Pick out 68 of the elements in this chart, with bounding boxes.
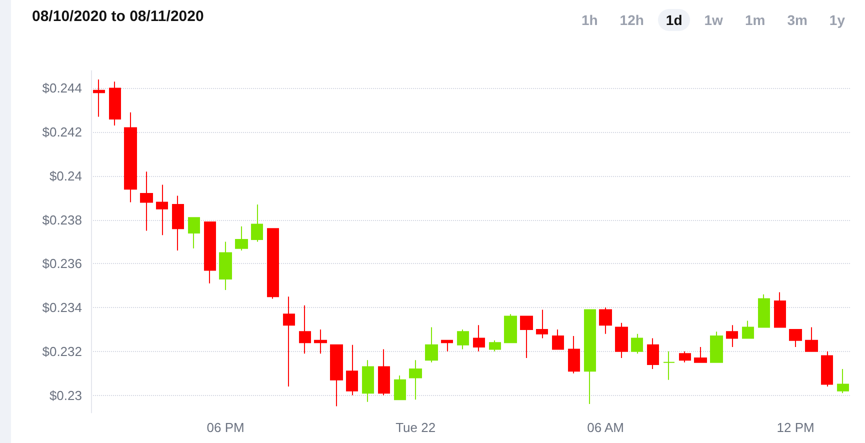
candlestick bbox=[679, 350, 691, 363]
candlestick bbox=[584, 309, 596, 405]
candlestick bbox=[299, 304, 311, 354]
candlestick bbox=[267, 228, 279, 300]
candlestick bbox=[599, 307, 612, 334]
text: 1d bbox=[658, 9, 690, 31]
candlestick bbox=[758, 294, 770, 328]
candlestick bbox=[314, 328, 327, 354]
candlestick bbox=[536, 309, 548, 339]
candlestick bbox=[251, 204, 263, 242]
candlestick bbox=[615, 322, 628, 358]
candlestick bbox=[520, 316, 533, 358]
candlestick bbox=[140, 171, 153, 232]
y-tick-label: $0.232 bbox=[42, 344, 82, 359]
x-tick-label: Tue 22 bbox=[396, 420, 436, 435]
y-tick-label: $0.238 bbox=[42, 212, 82, 228]
candlestick bbox=[821, 350, 833, 387]
text: 1m bbox=[744, 11, 766, 30]
candlestick bbox=[726, 324, 738, 348]
y-tick-label: $0.236 bbox=[42, 256, 82, 272]
candlestick bbox=[362, 360, 374, 402]
candlestick bbox=[663, 350, 675, 380]
candlestick bbox=[330, 344, 343, 407]
y-tick-label: $0.23 bbox=[49, 388, 82, 403]
text: 1w bbox=[703, 11, 724, 30]
candlestick bbox=[204, 222, 216, 284]
candlestick bbox=[742, 320, 754, 339]
candlestick bbox=[188, 217, 200, 249]
candlestick bbox=[568, 336, 580, 374]
candlestick bbox=[346, 344, 358, 396]
text: 1h bbox=[580, 11, 599, 30]
candlestick bbox=[552, 328, 564, 350]
candlestick bbox=[837, 368, 849, 394]
y-tick-label: $0.234 bbox=[42, 300, 82, 316]
candlestick bbox=[124, 112, 137, 203]
candlestick bbox=[409, 360, 422, 400]
candlestick bbox=[93, 78, 105, 118]
text: 1y bbox=[828, 11, 846, 30]
x-tick-label: 12 PM bbox=[776, 420, 814, 435]
candlestick bbox=[694, 346, 707, 363]
candlestick bbox=[710, 331, 723, 363]
candlestick bbox=[441, 340, 453, 352]
y-tick-label: $0.24 bbox=[49, 168, 82, 184]
candlestick bbox=[774, 292, 786, 328]
candlestick bbox=[457, 328, 469, 350]
candlestick bbox=[631, 333, 643, 354]
candlestick bbox=[489, 340, 501, 352]
candlestick bbox=[789, 328, 802, 348]
candlestick bbox=[805, 326, 818, 352]
x-tick-label: 06 PM bbox=[206, 420, 244, 435]
candlestick bbox=[394, 375, 406, 400]
candlestick bbox=[425, 326, 438, 363]
candlestick bbox=[235, 226, 248, 252]
candlestick bbox=[283, 296, 295, 387]
candlestick bbox=[109, 81, 121, 126]
text: 3m bbox=[786, 11, 808, 30]
candlestick bbox=[504, 314, 517, 344]
candlestick bbox=[378, 348, 390, 396]
x-tick-label: 06 AM bbox=[587, 420, 624, 435]
candlestick bbox=[647, 338, 659, 370]
y-tick-label: $0.244 bbox=[42, 80, 82, 96]
candlestick bbox=[219, 241, 232, 290]
candlestick bbox=[156, 184, 168, 236]
y-tick-label: $0.242 bbox=[42, 124, 82, 140]
candlestick bbox=[172, 195, 184, 252]
candlestick bbox=[473, 324, 485, 352]
chart-title: 08/10/2020 to 08/11/2020 bbox=[32, 8, 204, 25]
text: 12h bbox=[618, 11, 645, 30]
